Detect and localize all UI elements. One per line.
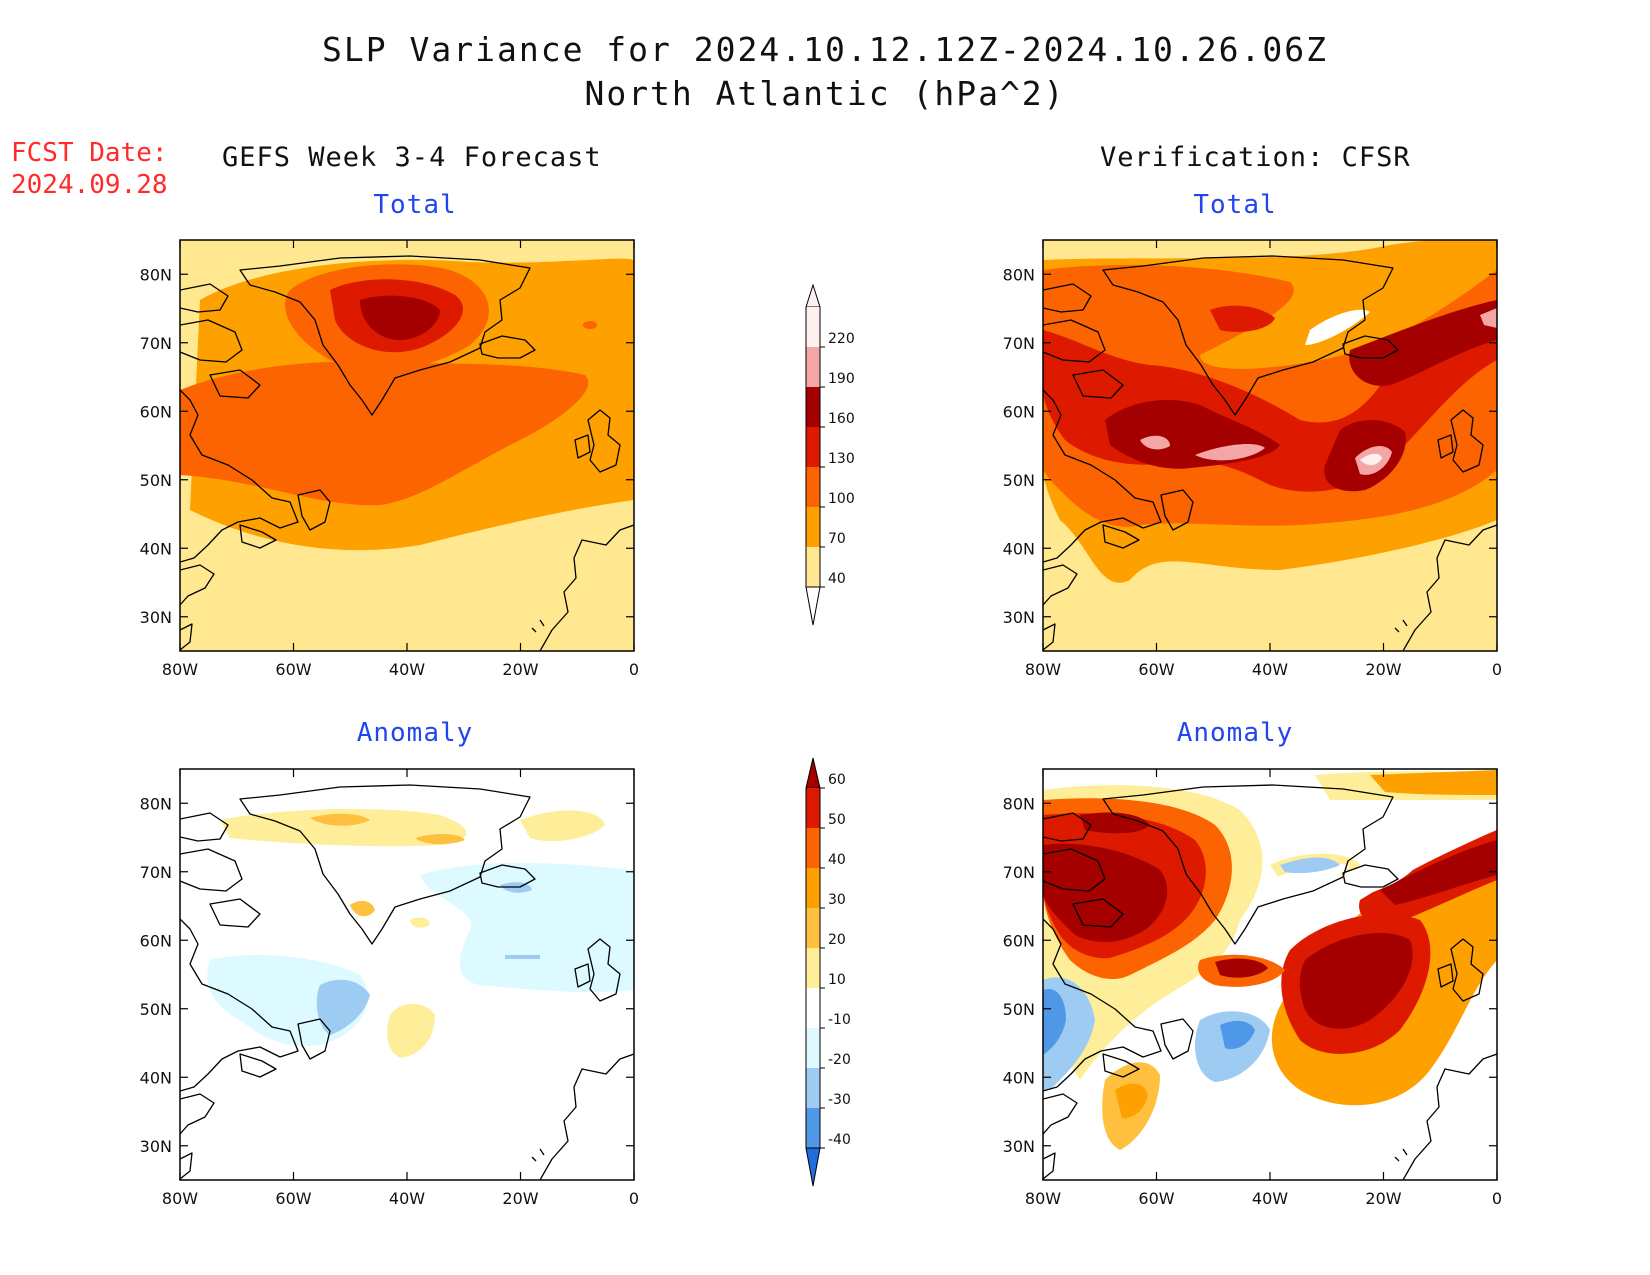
colorbar-anomaly-label: -40 xyxy=(828,1132,851,1148)
colorbar-anomaly-swatch xyxy=(806,1108,820,1148)
lon-tick-label: 0 xyxy=(1492,1189,1502,1208)
lat-tick-label: 80N xyxy=(140,265,172,284)
colorbar-total-label: 160 xyxy=(828,411,855,427)
verification-total-field xyxy=(1043,240,1497,651)
lon-tick-label: 60W xyxy=(1138,1189,1174,1208)
colorbar-total-label: 130 xyxy=(828,451,855,467)
lat-tick-label: 30N xyxy=(1003,1137,1035,1156)
colorbar-total-bottom-cap xyxy=(805,586,821,626)
main-subtitle: North Atlantic (hPa^2) xyxy=(584,74,1066,113)
colorbar-total-label: 40 xyxy=(828,571,846,587)
colorbar-anomaly-top-cap xyxy=(805,757,821,789)
verification-anomaly-field xyxy=(1043,769,1497,1180)
lon-tick-label: 20W xyxy=(502,660,538,679)
lon-tick-label: 80W xyxy=(162,1189,198,1208)
colorbar-anomaly-swatch xyxy=(806,788,820,828)
colorbar-total-label: 100 xyxy=(828,491,855,507)
colorbar-anomaly-label: 40 xyxy=(828,852,846,868)
lat-tick-label: 50N xyxy=(140,1000,172,1019)
lon-tick-label: 40W xyxy=(1252,1189,1288,1208)
colorbar-total-swatch xyxy=(806,307,820,347)
lon-tick-label: 80W xyxy=(1025,660,1061,679)
lon-tick-label: 40W xyxy=(389,660,425,679)
verification-header: Verification: CFSR xyxy=(1100,142,1411,173)
lon-tick-label: 40W xyxy=(1252,660,1288,679)
lat-tick-label: 70N xyxy=(140,334,172,353)
colorbar-total-top-cap xyxy=(805,283,821,308)
colorbar-total-swatch xyxy=(806,507,820,547)
verification-anomaly-subtitle: Anomaly xyxy=(1176,718,1294,748)
lon-tick-label: 40W xyxy=(389,1189,425,1208)
colorbar-total-swatch xyxy=(806,547,820,587)
lat-tick-label: 60N xyxy=(1003,402,1035,421)
fcst-date-value: 2024.09.28 xyxy=(11,170,168,200)
lon-tick-label: 60W xyxy=(275,660,311,679)
lat-tick-label: 40N xyxy=(1003,539,1035,558)
lat-tick-label: 80N xyxy=(140,794,172,813)
colorbar-anomaly-swatch xyxy=(806,948,820,988)
colorbar-anomaly-label: 20 xyxy=(828,932,846,948)
colorbar-anomaly-label: -30 xyxy=(828,1092,851,1108)
lat-tick-label: 60N xyxy=(140,402,172,421)
colorbar-total-swatch xyxy=(806,347,820,387)
colorbar-anomaly-label: 10 xyxy=(828,972,846,988)
colorbar-anomaly-label: 60 xyxy=(828,772,846,788)
colorbar-total-label: 190 xyxy=(828,371,855,387)
lat-tick-label: 70N xyxy=(1003,863,1035,882)
colorbar-anomaly-swatch xyxy=(806,1028,820,1068)
lat-tick-label: 30N xyxy=(140,1137,172,1156)
forecast-total-field xyxy=(180,240,634,651)
forecast-anomaly-field xyxy=(180,769,634,1180)
colorbar-total-label: 220 xyxy=(828,331,855,347)
lat-tick-label: 50N xyxy=(1003,471,1035,490)
forecast-header: GEFS Week 3-4 Forecast xyxy=(222,142,602,173)
colorbar-anomaly-swatch xyxy=(806,988,820,1028)
colorbar-anomaly-label: 30 xyxy=(828,892,846,908)
lon-tick-label: 0 xyxy=(629,660,639,679)
lon-tick-label: 60W xyxy=(275,1189,311,1208)
forecast-anomaly-subtitle: Anomaly xyxy=(356,718,474,748)
colorbar-anomaly-swatch xyxy=(806,908,820,948)
lon-tick-label: 20W xyxy=(1365,1189,1401,1208)
lat-tick-label: 40N xyxy=(1003,1068,1035,1087)
verification-total-subtitle: Total xyxy=(1193,190,1277,220)
lon-tick-label: 0 xyxy=(629,1189,639,1208)
colorbar-anomaly-swatch xyxy=(806,828,820,868)
colorbar-anomaly-label: 50 xyxy=(828,812,846,828)
axes-layer: 80W 60W 40W 20W 0 80N 70N 60N 50N 40N 30N 80W 60W 40W… xyxy=(140,240,1502,1208)
lat-tick-label: 50N xyxy=(1003,1000,1035,1019)
lon-tick-label: 60W xyxy=(1138,660,1174,679)
fcst-date-label: FCST Date: xyxy=(11,138,168,168)
lat-tick-label: 70N xyxy=(140,863,172,882)
colorbar-anomaly-label: -20 xyxy=(828,1052,851,1068)
lat-tick-label: 40N xyxy=(140,1068,172,1087)
lon-tick-label: 20W xyxy=(1365,660,1401,679)
forecast-total-subtitle: Total xyxy=(373,190,457,220)
lat-tick-label: 80N xyxy=(1003,265,1035,284)
colorbar-anomaly-swatch xyxy=(806,1068,820,1108)
colorbar-total-swatch xyxy=(806,427,820,467)
lon-tick-label: 20W xyxy=(502,1189,538,1208)
main-title: SLP Variance for 2024.10.12.12Z-2024.10.… xyxy=(322,30,1328,69)
colorbar-anomaly-swatch xyxy=(806,868,820,908)
lon-tick-label: 80W xyxy=(1025,1189,1061,1208)
colorbar-total-label: 70 xyxy=(828,531,846,547)
lat-tick-label: 50N xyxy=(140,471,172,490)
colorbar-total-swatch xyxy=(806,387,820,427)
colorbar-anomaly-label: -10 xyxy=(828,1012,851,1028)
lon-tick-label: 0 xyxy=(1492,660,1502,679)
lat-tick-label: 30N xyxy=(140,608,172,627)
lon-tick-label: 80W xyxy=(162,660,198,679)
colorbar-anomaly: 60 50 40 30 20 10 -10 -20 -30 -40 xyxy=(805,757,851,1187)
colorbar-total: 220 190 160 130 100 70 40 xyxy=(805,283,855,626)
lat-tick-label: 60N xyxy=(1003,931,1035,950)
lat-tick-label: 70N xyxy=(1003,334,1035,353)
lat-tick-label: 60N xyxy=(140,931,172,950)
colorbar-anomaly-bottom-cap xyxy=(805,1147,821,1187)
colorbar-total-swatch xyxy=(806,467,820,507)
lat-tick-label: 80N xyxy=(1003,794,1035,813)
lat-tick-label: 40N xyxy=(140,539,172,558)
lat-tick-label: 30N xyxy=(1003,608,1035,627)
